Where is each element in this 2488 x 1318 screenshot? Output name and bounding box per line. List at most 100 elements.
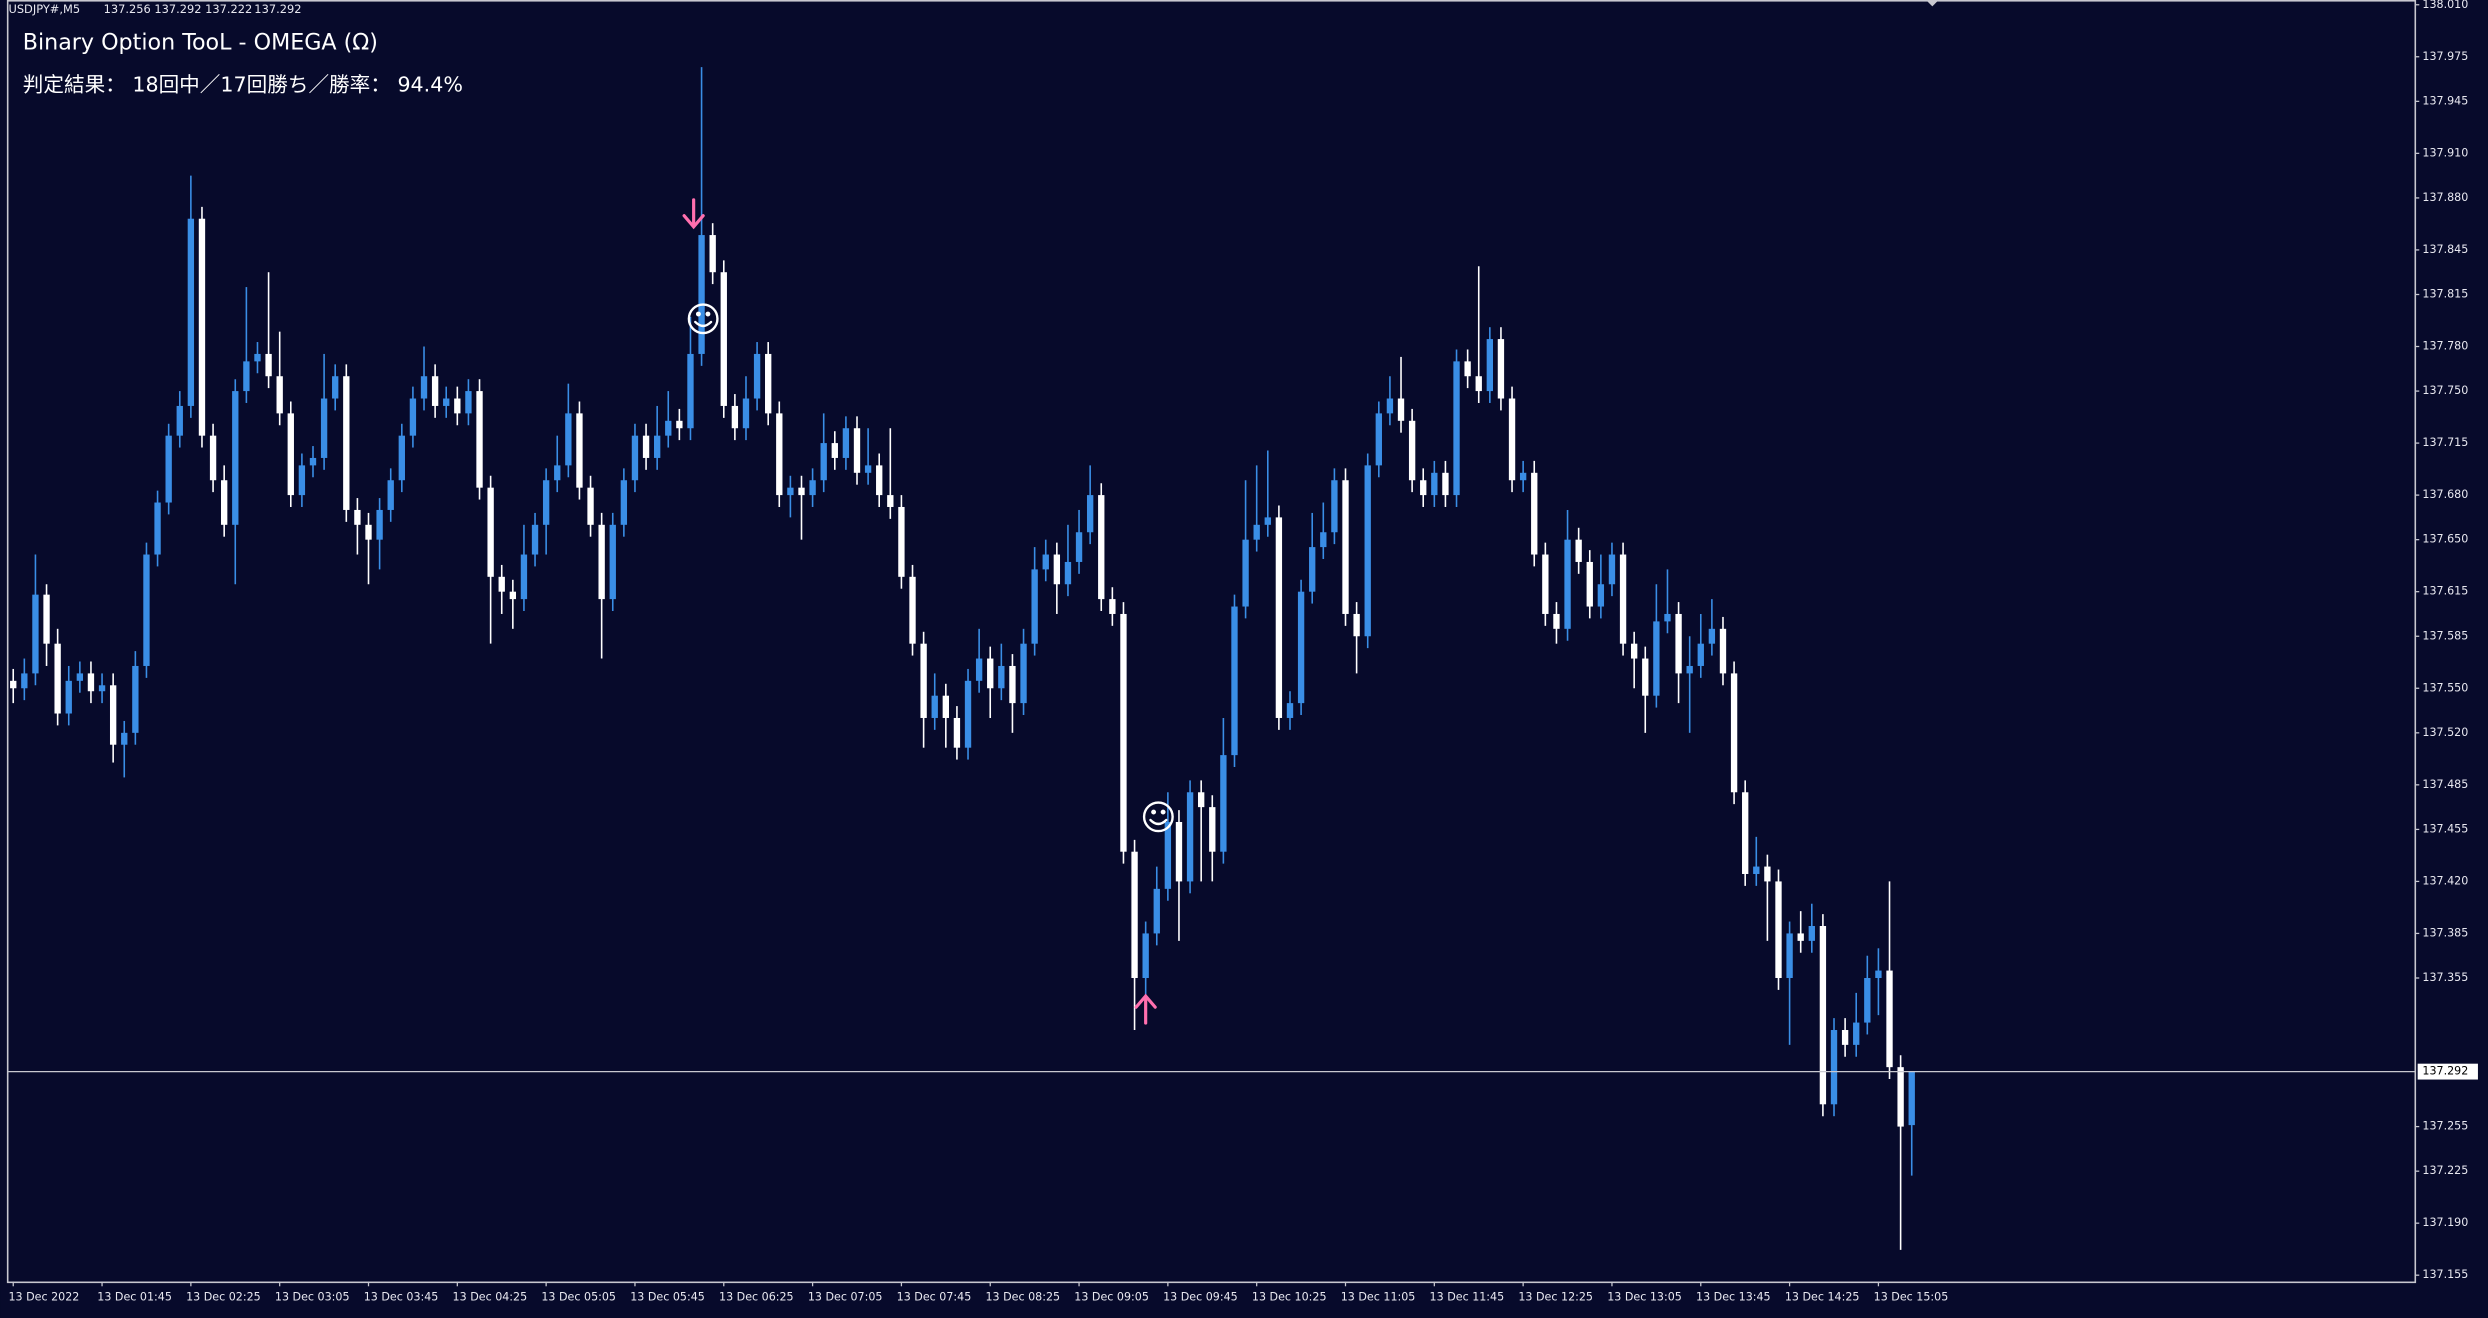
candle-body [487, 487, 494, 577]
candle-body [1120, 613, 1127, 852]
candle-body [1209, 807, 1216, 852]
candle-body [998, 665, 1005, 689]
candle-body [1086, 495, 1094, 533]
x-tick-label: 13 Dec 12:25 [1518, 1290, 1593, 1303]
candle-body [709, 235, 716, 273]
candle-body [165, 435, 172, 503]
candle-body [32, 594, 39, 674]
candle-body [298, 465, 306, 496]
candle-body [1064, 561, 1072, 585]
candle-body [1753, 866, 1760, 874]
header-close: 137.292 [254, 2, 301, 16]
candle-body [1619, 554, 1627, 644]
candle-body [909, 576, 916, 644]
candle-body [1109, 599, 1116, 614]
candle-body [1275, 517, 1283, 718]
candle-body [1475, 376, 1482, 392]
candle-body [143, 554, 150, 666]
candle-body [731, 405, 739, 429]
candle-body [1830, 1030, 1838, 1105]
candle-body [720, 272, 727, 406]
candle-body [653, 435, 661, 458]
candle-body [443, 398, 450, 406]
candle-body [431, 376, 439, 406]
candle-body [642, 435, 650, 458]
y-tick-label: 137.845 [2422, 243, 2468, 256]
candle-body [1075, 532, 1083, 562]
candle-body [1309, 547, 1316, 592]
candle-body [376, 509, 383, 540]
header-open: 137.256 [104, 2, 151, 16]
y-tick-label: 138.010 [2422, 0, 2468, 11]
sell-arrow [682, 198, 705, 230]
y-tick-label: 137.780 [2422, 340, 2468, 353]
x-tick-label: 13 Dec 11:05 [1341, 1290, 1416, 1303]
indicator-title: Binary Option TooL - OMEGA (Ω) [23, 29, 378, 55]
x-tick-label: 13 Dec 08:25 [985, 1290, 1060, 1303]
candle-body [1031, 569, 1038, 644]
x-tick-label: 13 Dec 11:45 [1430, 1290, 1505, 1303]
candle-body [1264, 517, 1271, 525]
candle-body [1297, 591, 1305, 704]
candle-body [1886, 970, 1893, 1068]
candle-body [1819, 925, 1827, 1105]
candle-body [76, 673, 84, 681]
candle-body [43, 594, 50, 644]
candle-body [1708, 628, 1716, 644]
x-tick-label: 13 Dec 07:05 [808, 1290, 883, 1303]
win-icon [687, 303, 719, 335]
candle-body [1808, 925, 1815, 941]
candle-body [465, 391, 472, 414]
candle-body [887, 495, 894, 507]
x-tick-label: 13 Dec 02:25 [186, 1290, 261, 1303]
candle-body [398, 435, 405, 481]
candle-body [1153, 888, 1160, 934]
candle-body [609, 524, 616, 600]
x-tick-label: 13 Dec 13:05 [1607, 1290, 1682, 1303]
candle-body [221, 480, 228, 525]
current-price-box [2417, 1063, 2478, 1080]
x-tick-label: 13 Dec 05:05 [541, 1290, 616, 1303]
header-high: 137.292 [154, 2, 201, 16]
candle-body [1420, 480, 1427, 496]
candle-body [1342, 480, 1349, 614]
candle-body [1142, 933, 1149, 979]
candle-body [420, 376, 428, 399]
candle-body [1408, 420, 1416, 481]
candle-body [332, 376, 339, 399]
candle-body [820, 443, 827, 481]
candle-body [1198, 792, 1205, 808]
candle-body [309, 457, 317, 466]
candle-body [132, 665, 139, 733]
candle-body [476, 391, 483, 488]
candle-body [1286, 703, 1294, 718]
candle-body [1864, 978, 1871, 1023]
candle-body [676, 420, 683, 429]
candle-body [1253, 524, 1260, 540]
y-tick-label: 137.680 [2422, 488, 2468, 501]
candle-body [1531, 472, 1538, 555]
candle-body [942, 695, 949, 718]
candle-body [876, 465, 883, 496]
y-tick-label: 137.190 [2422, 1216, 2468, 1229]
candle-body [1353, 613, 1360, 637]
candle-body [631, 435, 639, 481]
candle-body [1442, 472, 1449, 496]
y-tick-label: 137.455 [2422, 822, 2468, 835]
candle-body [742, 398, 750, 429]
candle-body [243, 361, 250, 392]
candle-body [154, 502, 161, 555]
candle-body [765, 353, 772, 414]
candle-body [1242, 539, 1249, 607]
candle-body [498, 576, 505, 592]
candle-body [109, 685, 117, 745]
candle-body [1453, 361, 1460, 496]
candle-body [531, 524, 539, 555]
y-tick-label: 137.255 [2422, 1120, 2468, 1133]
candle-body [665, 420, 672, 436]
candle-body [1320, 532, 1327, 548]
candle-body [1508, 398, 1516, 481]
candle-body [343, 376, 350, 510]
candle-body [776, 413, 783, 496]
